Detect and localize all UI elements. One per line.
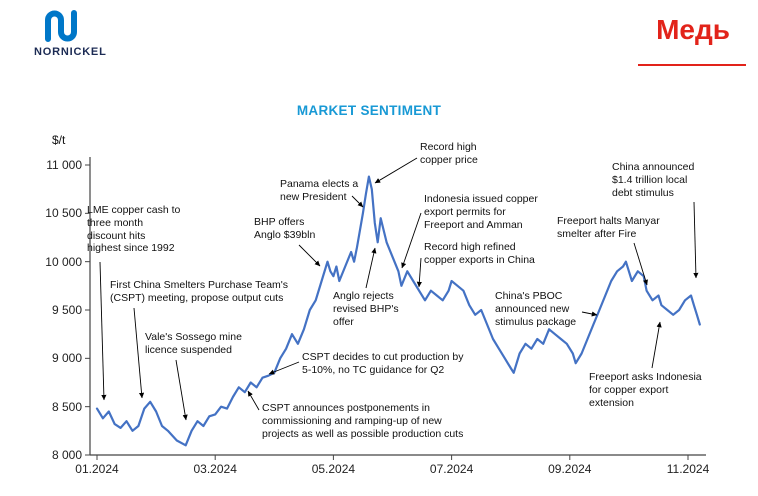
axis-tick-marks <box>85 164 689 460</box>
brand-name: NORNICKEL <box>34 46 107 58</box>
page-title-ru: Медь <box>656 14 730 45</box>
red-divider-line <box>638 64 746 66</box>
copper-price-line <box>95 175 701 447</box>
annotation-arrow <box>365 247 377 289</box>
annotation-arrow <box>133 307 145 399</box>
annotation-arrow <box>175 359 188 421</box>
annotation-arrow <box>247 390 260 411</box>
annotation-arrow <box>268 361 300 375</box>
annotation-arrow <box>99 261 107 401</box>
annotation-arrow <box>374 157 418 184</box>
y-axis-unit-label: $/t <box>52 133 66 147</box>
nornickel-logo: NORNICKEL <box>34 6 124 62</box>
annotation-arrow <box>693 201 699 279</box>
nornickel-logo-icon <box>45 10 77 42</box>
annotation-arrow <box>298 244 321 267</box>
annotation-arrow <box>651 321 662 369</box>
annotation-arrow <box>416 257 422 288</box>
annotation-arrow <box>633 242 648 286</box>
annotation-arrow <box>581 311 598 317</box>
chart-title: MARKET SENTIMENT <box>296 103 442 118</box>
annotation-arrows <box>99 157 699 421</box>
annotation-arrow <box>401 212 422 269</box>
annotation-arrow <box>351 195 364 208</box>
